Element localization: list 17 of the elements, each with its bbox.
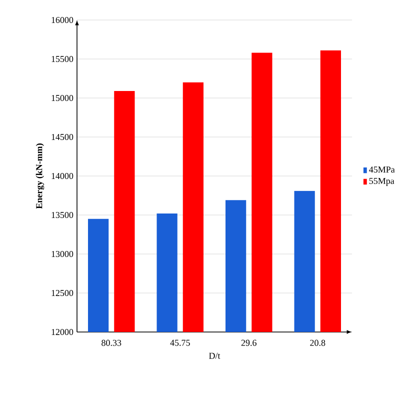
x-tick-label: 20.8 xyxy=(310,340,326,346)
y-tick-label: 12500 xyxy=(52,290,74,296)
y-tick-label: 16000 xyxy=(52,16,74,24)
x-axis-title: D/t xyxy=(209,352,220,359)
x-tick-label: 45.75 xyxy=(170,340,190,346)
x-tick-label: 80.33 xyxy=(102,340,122,346)
y-tick-label: 15000 xyxy=(52,94,74,102)
y-tick-label: 15500 xyxy=(52,56,74,62)
x-tick-label: 29.6 xyxy=(241,340,256,346)
y-axis-title: Energy (kN-mm) xyxy=(36,144,44,209)
legend-label: 45MPa xyxy=(369,166,395,173)
y-tick-label: 12000 xyxy=(52,328,74,336)
y-tick-label: 14000 xyxy=(52,172,74,180)
y-tick-label: 14500 xyxy=(52,134,74,140)
y-tick-label: 13500 xyxy=(52,212,74,218)
legend-label: 55Mpa xyxy=(369,178,394,186)
y-tick-label: 13000 xyxy=(52,250,74,258)
